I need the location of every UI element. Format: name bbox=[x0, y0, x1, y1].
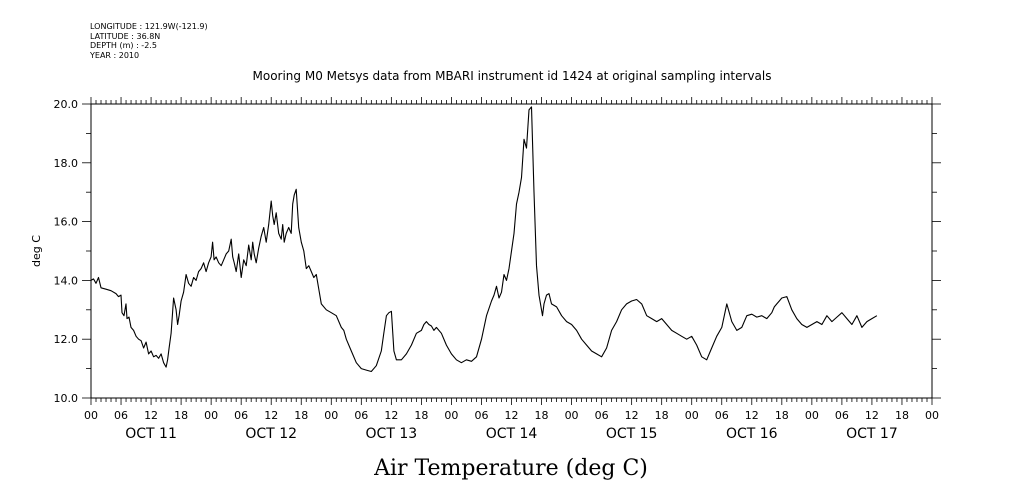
x-tick-label: 12 bbox=[144, 409, 158, 422]
x-tick-label: 12 bbox=[745, 409, 759, 422]
x-tick-label: 06 bbox=[835, 409, 849, 422]
x-tick-label: 06 bbox=[114, 409, 128, 422]
x-tick-label: 06 bbox=[595, 409, 609, 422]
axis-ticks bbox=[82, 97, 941, 405]
day-label: OCT 13 bbox=[366, 426, 418, 442]
longitude-label: LONGITUDE : 121.9W(-121.9) bbox=[90, 22, 208, 31]
y-tick-label: 10.0 bbox=[54, 392, 79, 405]
x-tick-label: 12 bbox=[264, 409, 278, 422]
day-label: OCT 11 bbox=[125, 426, 177, 442]
x-tick-label: 00 bbox=[565, 409, 579, 422]
x-tick-label: 18 bbox=[174, 409, 188, 422]
day-label: OCT 15 bbox=[606, 426, 658, 442]
x-tick-label: 18 bbox=[775, 409, 789, 422]
chart-title: Mooring M0 Metsys data from MBARI instru… bbox=[253, 69, 772, 83]
depth-label: DEPTH (m) : -2.5 bbox=[90, 41, 157, 50]
x-tick-label: 12 bbox=[505, 409, 519, 422]
x-tick-label: 18 bbox=[655, 409, 669, 422]
day-label: OCT 17 bbox=[846, 426, 898, 442]
x-axis-label: Air Temperature (deg C) bbox=[373, 456, 648, 481]
x-tick-label: 18 bbox=[535, 409, 549, 422]
x-tick-label: 00 bbox=[204, 409, 218, 422]
day-label: OCT 16 bbox=[726, 426, 778, 442]
tick-labels: 10.0 12.0 14.0 16.0 18.0 20.0 00 06 12 18 00 06 12 18… bbox=[54, 98, 940, 442]
y-tick-label: 16.0 bbox=[54, 216, 79, 229]
y-tick-label: 20.0 bbox=[54, 98, 79, 111]
air-temperature-line bbox=[90, 106, 878, 373]
x-tick-label: 18 bbox=[294, 409, 308, 422]
x-tick-label: 06 bbox=[474, 409, 488, 422]
x-tick-label: 18 bbox=[895, 409, 909, 422]
y-axis-label: deg C bbox=[30, 235, 43, 267]
x-tick-label: 00 bbox=[805, 409, 819, 422]
x-tick-label: 00 bbox=[444, 409, 458, 422]
y-tick-label: 14.0 bbox=[54, 274, 79, 287]
x-tick-label: 06 bbox=[234, 409, 248, 422]
day-label: OCT 14 bbox=[486, 426, 538, 442]
y-tick-label: 12.0 bbox=[54, 333, 79, 346]
x-tick-label: 06 bbox=[715, 409, 729, 422]
year-label: YEAR : 2010 bbox=[90, 50, 140, 60]
x-tick-label: 12 bbox=[865, 409, 879, 422]
x-tick-label: 00 bbox=[925, 409, 939, 422]
day-label: OCT 12 bbox=[245, 426, 297, 442]
x-tick-label: 18 bbox=[414, 409, 428, 422]
x-tick-label: 00 bbox=[685, 409, 699, 422]
x-tick-label: 00 bbox=[84, 409, 98, 422]
x-tick-label: 12 bbox=[625, 409, 639, 422]
x-tick-label: 12 bbox=[384, 409, 398, 422]
x-tick-label: 06 bbox=[354, 409, 368, 422]
series-group bbox=[90, 106, 878, 373]
y-tick-label: 18.0 bbox=[54, 157, 79, 170]
metadata-block: LONGITUDE : 121.9W(-121.9) LATITUDE : 36… bbox=[90, 22, 208, 60]
latitude-label: LATITUDE : 36.8N bbox=[90, 31, 161, 41]
x-tick-label: 00 bbox=[324, 409, 338, 422]
